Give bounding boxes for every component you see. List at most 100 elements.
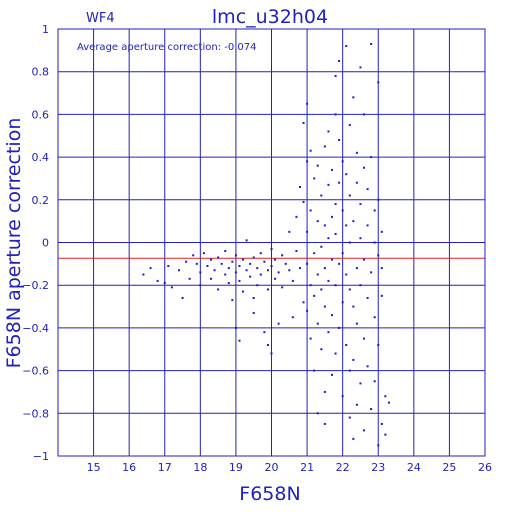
data-point — [334, 113, 337, 116]
data-point — [370, 271, 373, 274]
data-point — [377, 81, 380, 84]
data-point — [348, 369, 351, 372]
data-point — [330, 373, 333, 376]
data-point — [288, 230, 291, 233]
data-point — [298, 267, 301, 270]
data-point — [338, 139, 341, 142]
data-point — [334, 284, 337, 287]
data-point — [363, 429, 366, 432]
grid-lines — [58, 28, 486, 457]
data-point — [366, 297, 369, 300]
data-point — [313, 177, 316, 180]
data-point — [195, 262, 198, 265]
data-point — [295, 250, 298, 253]
data-point — [306, 309, 309, 312]
x-tick-label: 16 — [122, 461, 136, 474]
data-points — [142, 42, 390, 447]
data-point — [384, 433, 387, 436]
data-point — [206, 264, 209, 267]
data-point — [313, 369, 316, 372]
data-point — [277, 271, 280, 274]
data-point — [306, 160, 309, 163]
data-point — [370, 408, 373, 411]
x-tick-label: 18 — [193, 461, 207, 474]
y-tick-label: 0 — [42, 237, 49, 250]
data-point — [373, 241, 376, 244]
data-point — [341, 301, 344, 304]
data-point — [370, 156, 373, 159]
data-point — [313, 294, 316, 297]
data-point — [345, 273, 348, 276]
data-point — [380, 267, 383, 270]
data-point — [320, 348, 323, 351]
data-point — [327, 279, 330, 282]
data-point — [363, 337, 366, 340]
data-point — [323, 305, 326, 308]
data-point — [266, 343, 269, 346]
data-point — [245, 239, 248, 242]
data-point — [345, 343, 348, 346]
data-point — [199, 271, 202, 274]
data-point — [242, 258, 245, 261]
y-tick-label: 0.6 — [32, 108, 50, 121]
x-tick-label: 23 — [371, 461, 385, 474]
data-point — [234, 326, 237, 329]
y-tick-label: 0.8 — [32, 66, 50, 79]
y-tick-label: 1 — [42, 23, 49, 36]
y-tick-label: 0.4 — [32, 151, 50, 164]
data-point — [352, 96, 355, 99]
data-point — [217, 256, 220, 259]
data-point — [266, 269, 269, 272]
data-point — [359, 284, 362, 287]
x-tick-label: 21 — [300, 461, 314, 474]
data-point — [345, 173, 348, 176]
data-point — [341, 395, 344, 398]
y-axis-title: F658N aperture correction — [3, 118, 25, 369]
data-point — [334, 74, 337, 77]
data-point — [373, 380, 376, 383]
x-tick-label: 25 — [442, 461, 456, 474]
data-point — [234, 271, 237, 274]
data-point — [338, 326, 341, 329]
data-point — [380, 294, 383, 297]
data-point — [302, 121, 305, 124]
data-point — [338, 262, 341, 265]
data-point — [288, 269, 291, 272]
data-point — [277, 322, 280, 325]
data-point — [270, 247, 273, 250]
data-point — [348, 124, 351, 127]
data-point — [256, 284, 259, 287]
data-point — [259, 273, 262, 276]
data-point — [202, 252, 205, 255]
data-point — [210, 277, 213, 280]
x-tick-label: 19 — [229, 461, 243, 474]
data-point — [341, 160, 344, 163]
data-point — [313, 252, 316, 255]
data-point — [170, 286, 173, 289]
data-point — [334, 352, 337, 355]
data-point — [149, 267, 152, 270]
data-point — [380, 422, 383, 425]
data-point — [281, 254, 284, 257]
data-point — [327, 331, 330, 334]
data-point — [352, 220, 355, 223]
data-point — [373, 316, 376, 319]
data-point — [359, 382, 362, 385]
data-point — [270, 264, 273, 267]
data-point — [377, 343, 380, 346]
data-point — [330, 168, 333, 171]
data-point — [352, 437, 355, 440]
data-point — [327, 130, 330, 133]
data-point — [355, 403, 358, 406]
data-point — [245, 269, 248, 272]
data-point — [309, 337, 312, 340]
data-point — [302, 301, 305, 304]
data-point — [341, 209, 344, 212]
data-point — [330, 314, 333, 317]
data-point — [177, 269, 180, 272]
data-point — [377, 444, 380, 447]
x-tick-label: 24 — [407, 461, 421, 474]
data-point — [352, 305, 355, 308]
plot-frame — [57, 28, 486, 457]
data-point — [327, 237, 330, 240]
